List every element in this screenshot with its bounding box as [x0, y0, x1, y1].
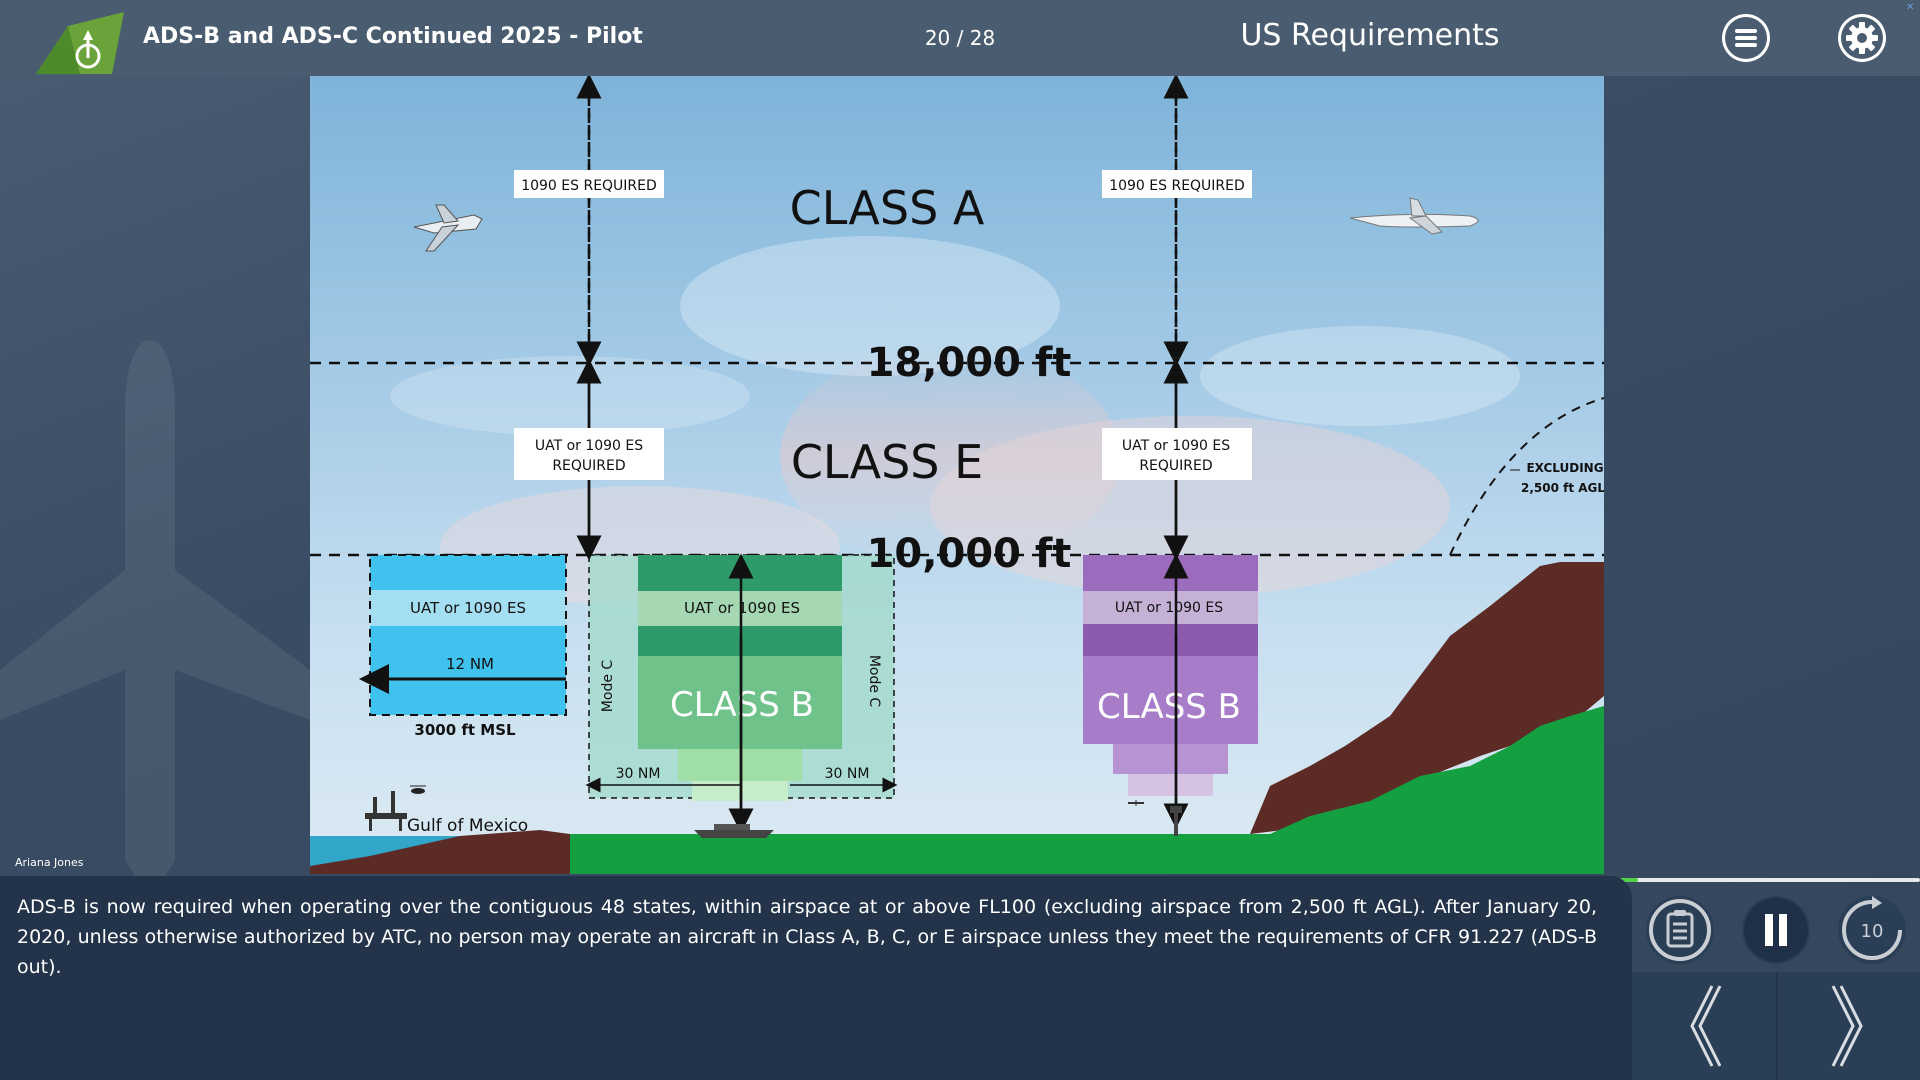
- uat-required-right-line1: UAT or 1090 ES: [1122, 438, 1230, 454]
- airspace-diagram: UAT or 1090 ES 12 NM 3000 ft MSL UAT or …: [310, 76, 1604, 874]
- es-required-right-label: 1090 ES REQUIRED: [1109, 178, 1245, 194]
- menu-button[interactable]: [1722, 14, 1770, 62]
- chevron-right-icon: [1831, 985, 1863, 1067]
- replay-10-button[interactable]: 10: [1838, 896, 1906, 964]
- plane-watermark-icon: [0, 340, 310, 900]
- uat-required-left-line2: REQUIRED: [552, 458, 625, 474]
- excluding-line1: EXCLUDING: [1526, 461, 1603, 475]
- uat-required-right-line2: REQUIRED: [1139, 458, 1212, 474]
- player-controls: 10: [1632, 884, 1920, 1080]
- class-e-label: CLASS E: [791, 435, 983, 489]
- gulf-airspace: [359, 554, 567, 716]
- altitude-10000-label: 10,000 ft: [867, 531, 1072, 577]
- airplane-left-icon: [413, 204, 483, 252]
- mountain-terrain: [1250, 562, 1604, 834]
- progress-bar[interactable]: [1620, 878, 1920, 882]
- agl-boundary: [1449, 397, 1604, 556]
- gulf-uat-label: UAT or 1090 ES: [410, 599, 526, 617]
- ship-icon: [694, 824, 774, 838]
- uat-required-left-line1: UAT or 1090 ES: [535, 438, 643, 454]
- tower-icon: [1170, 806, 1182, 836]
- previous-button[interactable]: [1632, 972, 1776, 1080]
- course-logo-icon: [36, 12, 124, 74]
- close-icon[interactable]: ✕: [1906, 2, 1915, 13]
- transcript-icon: [1649, 899, 1711, 961]
- replay-10-icon: 10: [1842, 896, 1902, 960]
- hamburger-icon: [1725, 17, 1767, 59]
- top-bar: ADS-B and ADS-C Continued 2025 - Pilot 2…: [0, 0, 1920, 76]
- small-plane-icon: [1128, 800, 1144, 806]
- class-b-right-uat-label: UAT or 1090 ES: [1115, 600, 1223, 616]
- course-title: ADS-B and ADS-C Continued 2025 - Pilot: [143, 24, 643, 49]
- settings-button[interactable]: [1838, 14, 1886, 62]
- next-button[interactable]: [1776, 972, 1920, 1080]
- oil-rig-icon: [365, 791, 407, 831]
- section-title: US Requirements: [1240, 18, 1500, 53]
- chevron-left-icon: [1690, 985, 1722, 1067]
- mode-c-left-label: Mode C: [600, 660, 616, 713]
- pause-button[interactable]: [1742, 896, 1810, 964]
- gulf-of-mexico-label: Gulf of Mexico: [407, 816, 528, 836]
- nm-12-label: 12 NM: [446, 655, 494, 673]
- narration-panel: ADS-B is now required when operating ove…: [0, 876, 1632, 1080]
- altitude-18000-label: 18,000 ft: [867, 340, 1072, 386]
- gear-icon: [1841, 17, 1883, 59]
- airplane-right-icon: [1349, 197, 1479, 235]
- class-a-label: CLASS A: [790, 181, 985, 235]
- class-b-right-airspace: [1083, 555, 1258, 796]
- nm-30-right-label: 30 NM: [825, 766, 870, 782]
- author-name: Ariana Jones: [15, 856, 84, 869]
- excluding-line2: 2,500 ft AGL: [1521, 481, 1604, 495]
- pause-icon: [1744, 898, 1808, 962]
- narration-text: ADS-B is now required when operating ove…: [17, 896, 1597, 978]
- es-required-left-label: 1090 ES REQUIRED: [521, 178, 657, 194]
- mode-c-right-label: Mode C: [866, 655, 882, 708]
- class-b-right-label: CLASS B: [1097, 687, 1241, 727]
- page-counter: 20 / 28: [924, 26, 996, 50]
- nm-30-left-label: 30 NM: [616, 766, 661, 782]
- replay-seconds: 10: [1861, 921, 1884, 942]
- msl-3000-label: 3000 ft MSL: [414, 721, 516, 739]
- helicopter-icon: [410, 785, 426, 794]
- progress-fill: [1620, 878, 1638, 882]
- transcript-button[interactable]: [1646, 896, 1714, 964]
